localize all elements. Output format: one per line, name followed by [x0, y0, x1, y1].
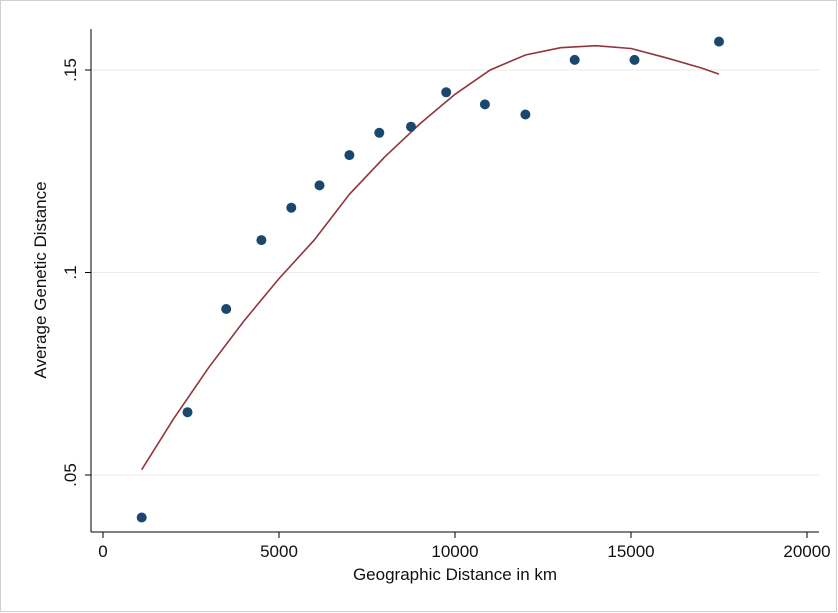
data-point-7	[374, 127, 385, 138]
data-point-13	[629, 54, 640, 65]
y-tick-label-2: .15	[61, 58, 80, 82]
data-point-2	[221, 304, 232, 314]
fit-line	[141, 44, 720, 471]
data-point-14	[714, 36, 724, 47]
data-point-1	[182, 407, 193, 418]
data-point-11	[520, 109, 531, 120]
y-tick-label-0: .05	[61, 463, 80, 487]
data-point-6	[344, 150, 355, 161]
data-point-5	[314, 180, 325, 191]
x-tick-label-0: 0	[98, 542, 107, 561]
x-tick-label-4: 20000	[783, 542, 830, 561]
x-axis-title: Geographic Distance in km	[353, 565, 557, 584]
data-point-8	[406, 121, 416, 132]
x-tick-label-1: 5000	[260, 542, 298, 561]
y-tick-label-1: .1	[61, 265, 80, 279]
x-tick-label-2: 10000	[431, 542, 478, 561]
data-point-4	[286, 202, 297, 213]
axes: 0 5000 10000 15000 20000 .05 .1 .15	[61, 29, 831, 561]
data-point-3	[256, 235, 267, 246]
y-axis-title: Average Genetic Distance	[31, 181, 50, 378]
gridlines	[91, 69, 819, 476]
fit-line-layer	[141, 44, 720, 471]
x-tick-label-3: 15000	[607, 542, 654, 561]
data-point-0	[136, 512, 147, 523]
data-point-10	[479, 99, 490, 110]
data-point-9	[441, 87, 452, 98]
scatter-points	[136, 36, 724, 523]
data-point-12	[569, 54, 580, 65]
